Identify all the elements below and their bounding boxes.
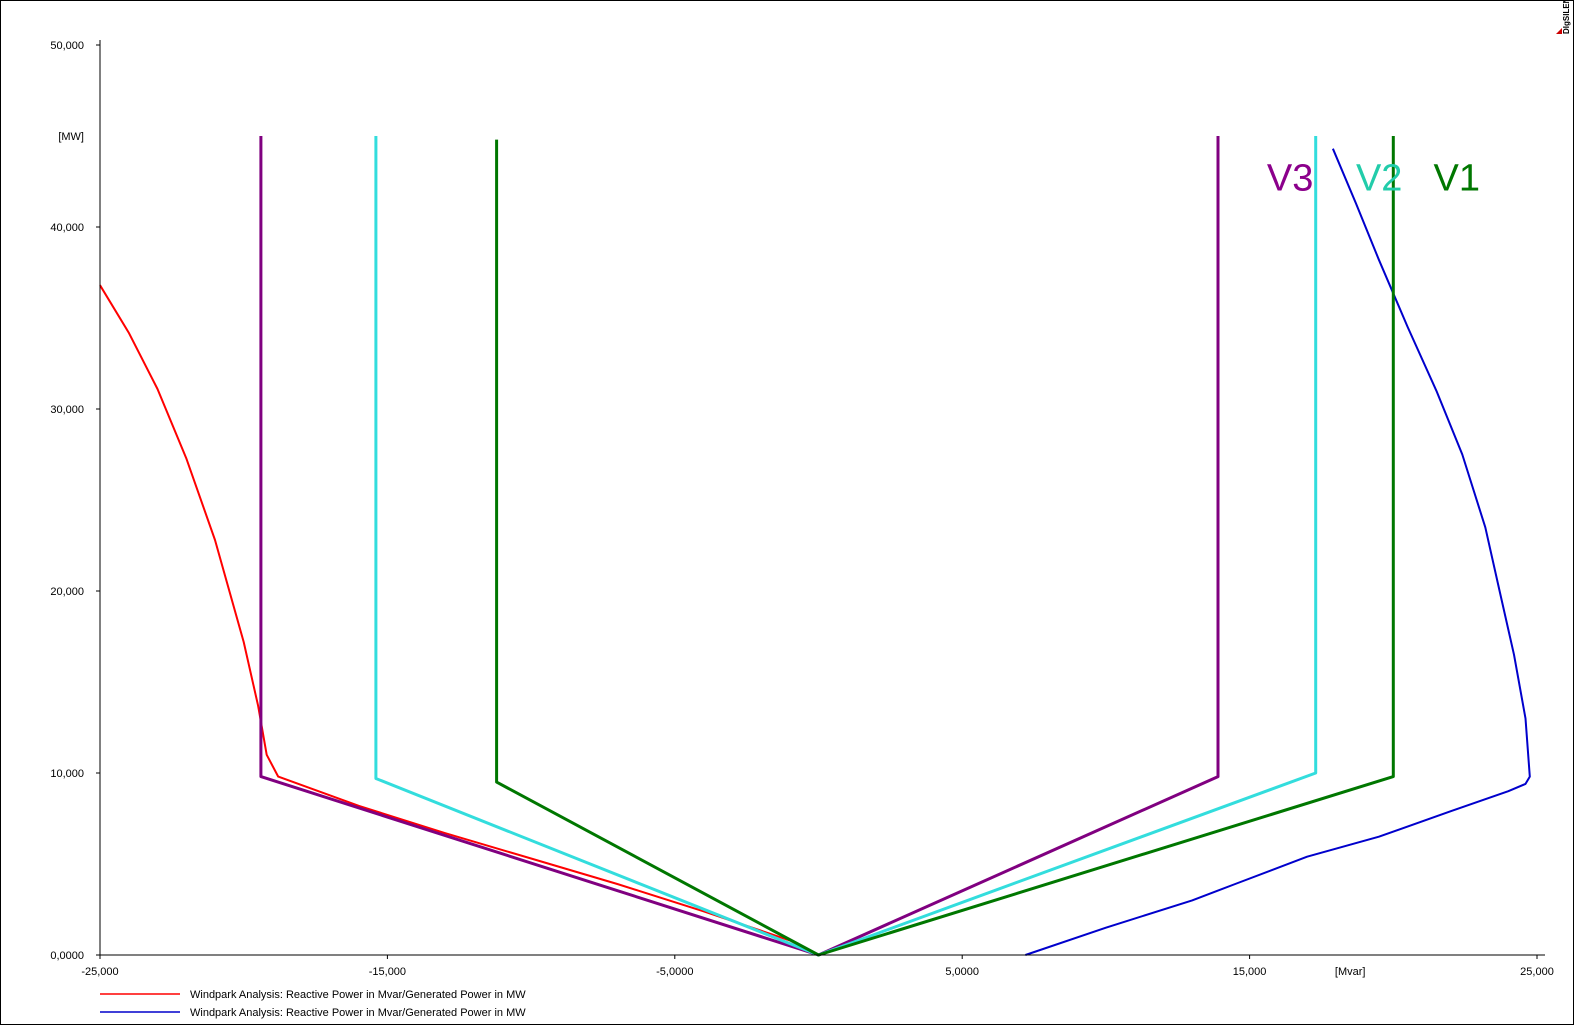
legend-entry: Windpark Analysis: Reactive Power in Mva… [190,1007,526,1019]
x-tick-label: 25,000 [1520,966,1554,978]
curve-label-v3: V3 [1267,158,1313,200]
series-layer [99,136,1531,957]
x-tick-label: -5,0000 [656,966,693,978]
series-line-3 [259,136,1220,957]
logo-triangle-icon [1556,28,1562,34]
series-line-5 [495,136,1395,957]
logo-text: DIgSILENT [1562,0,1571,34]
y-tick-label: 50,000 [50,40,84,52]
digsilent-logo: DIgSILENT [1556,0,1571,34]
x-tick-label: 5,0000 [945,966,979,978]
series-line-4 [374,136,1318,957]
y-tick-label: 0,0000 [50,950,84,962]
axes-layer: [MW] [Mvar] [58,40,1545,978]
series-line-1 [99,284,819,956]
series-line-2 [1025,148,1531,956]
x-axis-unit: [Mvar] [1335,966,1366,978]
y-tick-label: 30,000 [50,404,84,416]
legend: Windpark Analysis: Reactive Power in Mva… [100,989,526,1019]
curve-label-v1: V1 [1434,158,1480,200]
y-tick-label: 10,000 [50,768,84,780]
ticks-layer: 0,0000 10,000 20,000 30,000 40,000 50,000 -25,… [50,40,1553,978]
x-tick-label: 15,000 [1233,966,1267,978]
y-tick-label: 20,000 [50,586,84,598]
annotation-layer: V3 V2 V1 [1267,158,1480,200]
y-axis-unit: [MW] [58,131,84,143]
x-tick-label: -25,000 [81,966,118,978]
curve-label-v2: V2 [1356,158,1402,200]
x-tick-label: -15,000 [369,966,406,978]
y-tick-label: 40,000 [50,222,84,234]
legend-entry: Windpark Analysis: Reactive Power in Mva… [190,989,526,1001]
